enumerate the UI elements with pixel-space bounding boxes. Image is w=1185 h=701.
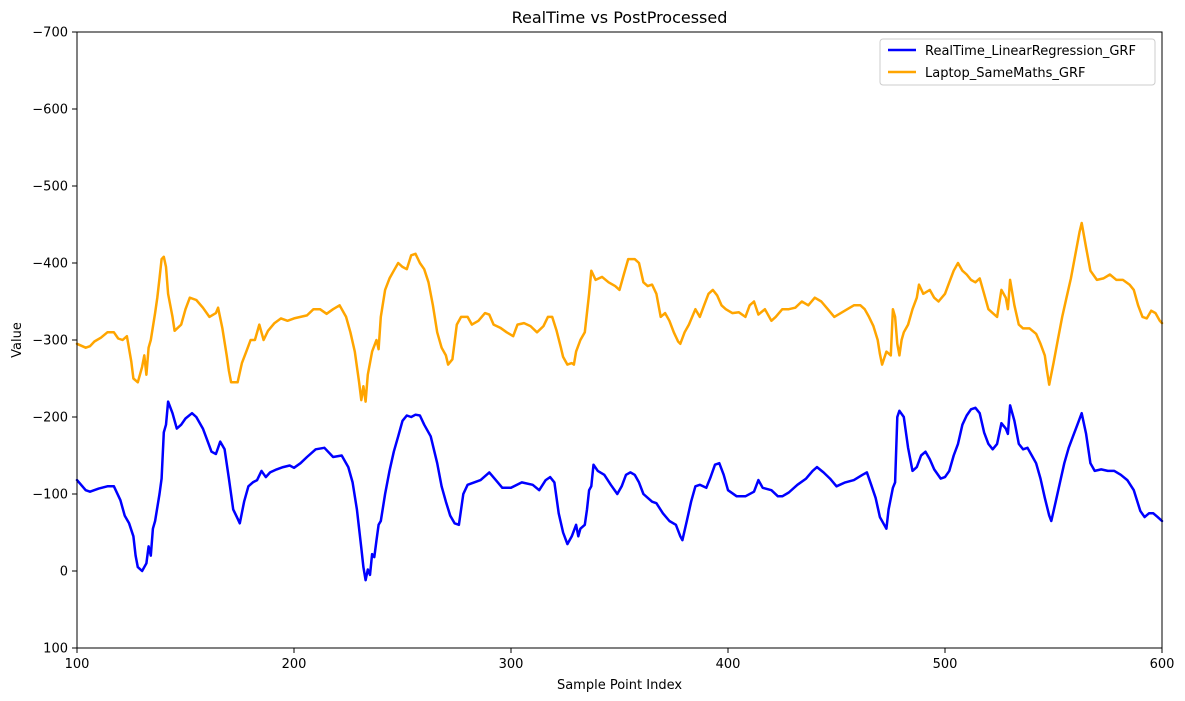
series-layer (75, 221, 1164, 582)
x-axis-label: Sample Point Index (557, 678, 682, 693)
y-axis-label: Value (10, 322, 25, 358)
realtime-series-line (75, 400, 1164, 582)
y-tick-label: −300 (32, 334, 68, 349)
legend-label-realtime: RealTime_LinearRegression_GRF (925, 44, 1136, 59)
y-tick-label: 0 (60, 565, 68, 580)
laptop-series-line (75, 221, 1164, 403)
legend-label-laptop: Laptop_SameMaths_GRF (925, 66, 1086, 81)
y-tick-label: 100 (43, 642, 68, 657)
y-axis: −700 −600 −500 −400 −300 −200 −100 0 100 (32, 26, 77, 657)
y-tick-label: −700 (32, 26, 68, 41)
x-tick-label: 400 (716, 657, 741, 672)
x-tick-label: 300 (499, 657, 524, 672)
x-tick-label: 600 (1150, 657, 1175, 672)
x-tick-label: 500 (933, 657, 958, 672)
legend: RealTime_LinearRegression_GRF Laptop_Sam… (879, 38, 1156, 86)
chart-title: RealTime vs PostProcessed (512, 8, 728, 27)
y-tick-label: −400 (32, 257, 68, 272)
legend-box (879, 38, 1156, 86)
y-tick-label: −100 (32, 488, 68, 503)
x-tick-label: 200 (282, 657, 307, 672)
y-tick-label: −600 (32, 103, 68, 118)
y-tick-label: −200 (32, 411, 68, 426)
x-axis: 100 200 300 400 500 600 (65, 648, 1175, 672)
y-tick-label: −500 (32, 180, 68, 195)
x-tick-label: 100 (65, 657, 90, 672)
